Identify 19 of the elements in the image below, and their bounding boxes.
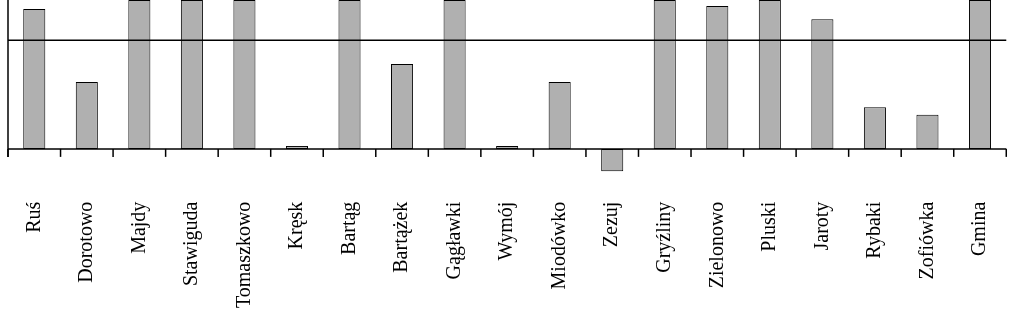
x-tick-label: Dorotowo: [74, 201, 97, 283]
x-tick-label: Zielonowo: [704, 201, 727, 289]
x-tick-label: Miodówko: [546, 201, 569, 290]
x-tick-label: Bartążek: [389, 201, 413, 273]
x-tick-label: Gryźliny: [652, 201, 676, 273]
x-tick-label: Zofiówka: [914, 201, 937, 280]
x-tick-label: Wymój: [494, 201, 518, 261]
x-tick-label: Stawiguda: [179, 201, 203, 287]
x-tick-label: Kręsk: [284, 201, 308, 250]
x-tick-label: Zezuj: [599, 201, 623, 248]
x-tick-label: Gmina: [967, 201, 990, 257]
x-tick-label: Pluski: [757, 201, 780, 252]
x-tick-label: Majdy: [126, 201, 150, 254]
x-tick-label: Rybaki: [862, 201, 886, 259]
x-tick-label: Gągławki: [441, 201, 465, 280]
x-tick-label: Bartąg: [336, 201, 360, 255]
x-tick-label: Ruś: [21, 201, 44, 233]
x-tick-label: Tomaszkowo: [231, 201, 254, 308]
x-tick-label: Jaroty: [809, 201, 833, 251]
